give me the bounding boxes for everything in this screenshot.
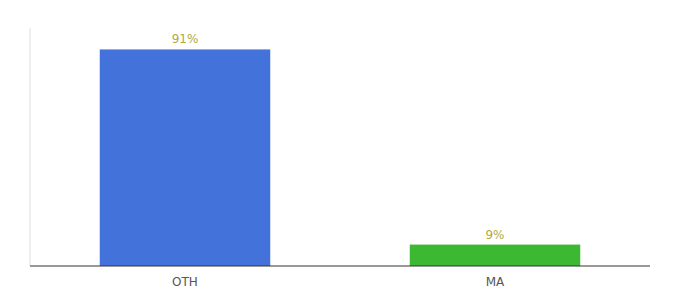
data-label: 91%	[172, 32, 199, 46]
bars	[100, 49, 581, 266]
y-axis-line	[30, 28, 31, 266]
bar	[410, 245, 581, 266]
x-tick-label: MA	[486, 275, 505, 289]
chart: OTH MA 91% 9%	[0, 0, 680, 300]
data-label: 9%	[485, 228, 504, 242]
bar	[100, 49, 271, 266]
x-tick-label: OTH	[172, 275, 198, 289]
x-axis-line	[30, 266, 650, 267]
